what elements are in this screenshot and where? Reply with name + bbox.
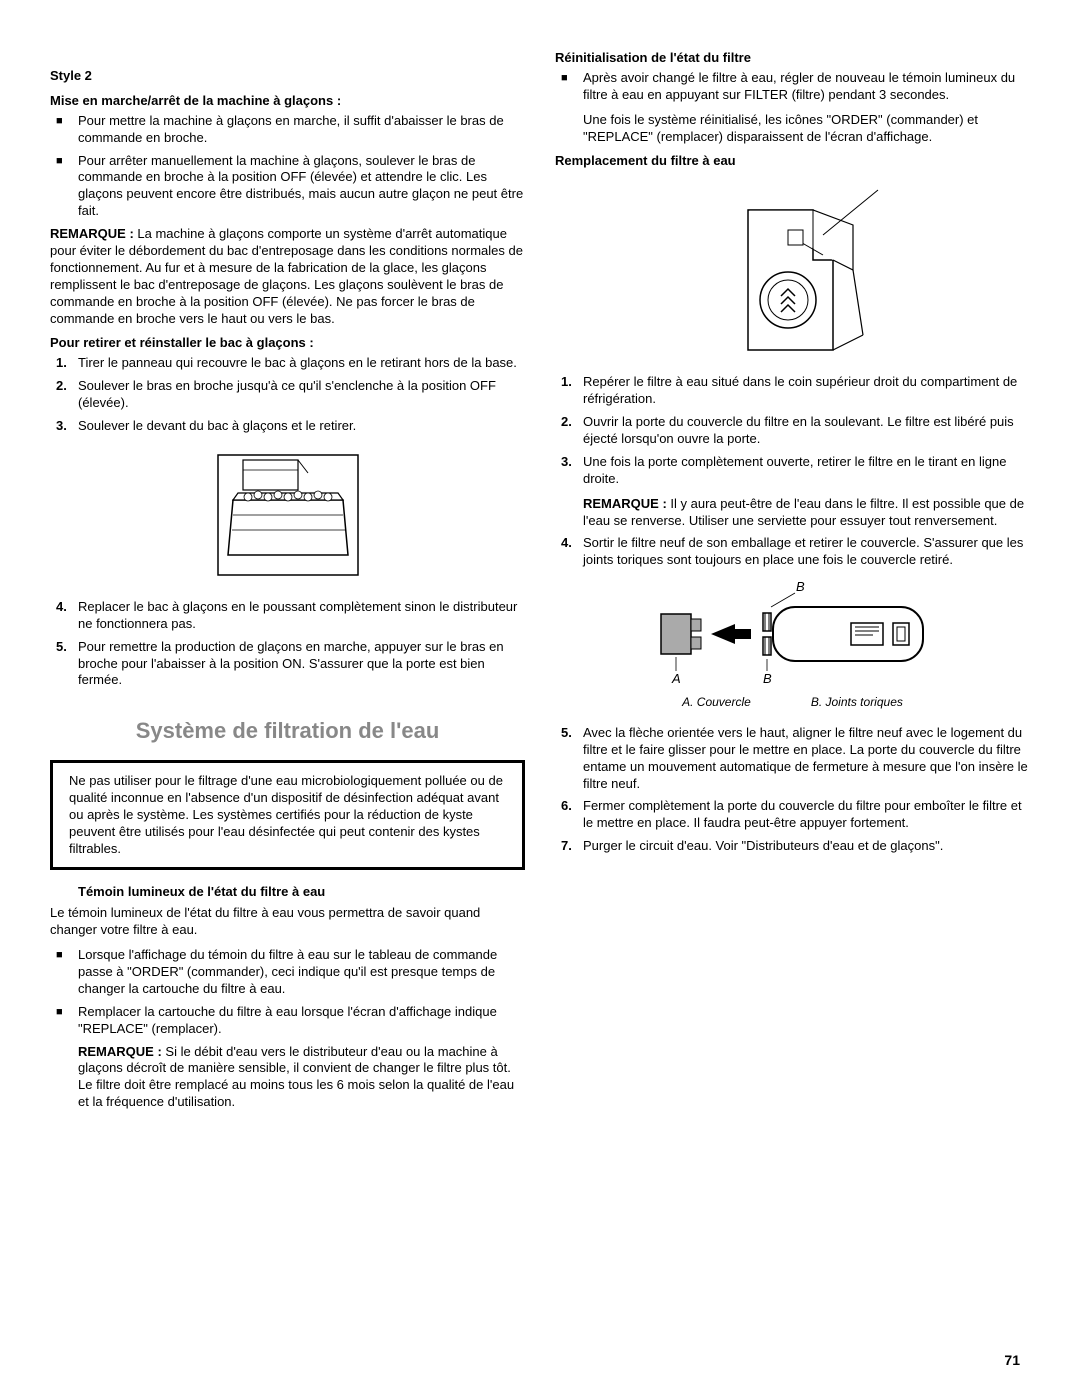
ice-bin-figure — [50, 445, 525, 585]
fig-caption-row: A. Couvercle B. Joints toriques — [555, 695, 1030, 711]
warning-box: Ne pas utiliser pour le filtrage d'une e… — [50, 760, 525, 870]
filter-location-figure — [555, 180, 1030, 360]
list-item: Pour arrêter manuellement la machine à g… — [50, 153, 525, 221]
reset-heading: Réinitialisation de l'état du filtre — [555, 50, 1030, 67]
style2-heading: Style 2 — [50, 68, 525, 85]
remark-label: REMARQUE : — [583, 496, 667, 511]
remove-heading: Pour retirer et réinstaller le bac à gla… — [50, 335, 525, 352]
section-title: Système de filtration de l'eau — [50, 717, 525, 746]
remove-list-b: Replacer le bac à glaçons en le poussant… — [50, 599, 525, 689]
fig-caption-b: B. Joints toriques — [811, 695, 903, 711]
fig-label-a: A — [671, 671, 681, 686]
status-light-list: Lorsque l'affichage du témoin du filtre … — [50, 947, 525, 1037]
remark-label: REMARQUE : — [78, 1044, 162, 1059]
list-item: Lorsque l'affichage du témoin du filtre … — [50, 947, 525, 998]
list-item: Pour mettre la machine à glaçons en marc… — [50, 113, 525, 147]
page-number: 71 — [1004, 1351, 1020, 1369]
warning-text: Ne pas utiliser pour le filtrage d'une e… — [69, 773, 503, 856]
list-item: Fermer complètement la porte du couvercl… — [555, 798, 1030, 832]
reset-bullet-text: Après avoir changé le filtre à eau, régl… — [583, 70, 1015, 102]
onoff-heading: Mise en marche/arrêt de la machine à gla… — [50, 93, 525, 110]
replace-remark: REMARQUE : Il y aura peut-être de l'eau … — [583, 496, 1030, 530]
list-item: Replacer le bac à glaçons en le poussant… — [50, 599, 525, 633]
list-item: Avec la flèche orientée vers le haut, al… — [555, 725, 1030, 793]
remark-label: REMARQUE : — [50, 226, 134, 241]
status-remark-paragraph: REMARQUE : Si le débit d'eau vers le dis… — [78, 1044, 525, 1112]
replace-list-b: Avec la flèche orientée vers le haut, al… — [555, 725, 1030, 855]
reset-followup: Une fois le système réinitialisé, les ic… — [583, 112, 1030, 146]
replace-heading: Remplacement du filtre à eau — [555, 153, 1030, 170]
filter-cartridge-figure: B — [555, 579, 1030, 711]
remove-list-a: Tirer le panneau qui recouvre le bac à g… — [50, 355, 525, 435]
list-item: Repérer le filtre à eau situé dans le co… — [555, 374, 1030, 408]
list-item: Remplacer la cartouche du filtre à eau l… — [50, 1004, 525, 1038]
status-light-heading: Témoin lumineux de l'état du filtre à ea… — [78, 884, 525, 901]
replace-list-a: Repérer le filtre à eau situé dans le co… — [555, 374, 1030, 569]
remark-paragraph: REMARQUE : La machine à glaçons comporte… — [50, 226, 525, 327]
status-light-intro: Le témoin lumineux de l'état du filtre à… — [50, 905, 525, 939]
fig-caption-a: A. Couvercle — [682, 695, 751, 711]
page-content: Style 2 Mise en marche/arrêt de la machi… — [50, 50, 1030, 1119]
filter-body — [763, 607, 923, 661]
cap-group — [661, 614, 701, 654]
list-item: Après avoir changé le filtre à eau, régl… — [555, 70, 1030, 146]
list-item: Tirer le panneau qui recouvre le bac à g… — [50, 355, 525, 372]
right-column: Réinitialisation de l'état du filtre Apr… — [555, 50, 1030, 1119]
step-text: Une fois la porte complètement ouverte, … — [583, 454, 1006, 486]
fig-label-b-bottom: B — [763, 671, 772, 686]
list-item: Pour remettre la production de glaçons e… — [50, 639, 525, 690]
list-item: Sortir le filtre neuf de son emballage e… — [555, 535, 1030, 569]
onoff-list: Pour mettre la machine à glaçons en marc… — [50, 113, 525, 220]
fig-label-b-top: B — [796, 579, 805, 594]
list-item: Une fois la porte complètement ouverte, … — [555, 454, 1030, 530]
reset-list: Après avoir changé le filtre à eau, régl… — [555, 70, 1030, 146]
list-item: Soulever le bras en broche jusqu'à ce qu… — [50, 378, 525, 412]
list-item: Ouvrir la porte du couvercle du filtre e… — [555, 414, 1030, 448]
left-column: Style 2 Mise en marche/arrêt de la machi… — [50, 50, 525, 1119]
list-item: Soulever le devant du bac à glaçons et l… — [50, 418, 525, 435]
list-item: Purger le circuit d'eau. Voir "Distribut… — [555, 838, 1030, 855]
